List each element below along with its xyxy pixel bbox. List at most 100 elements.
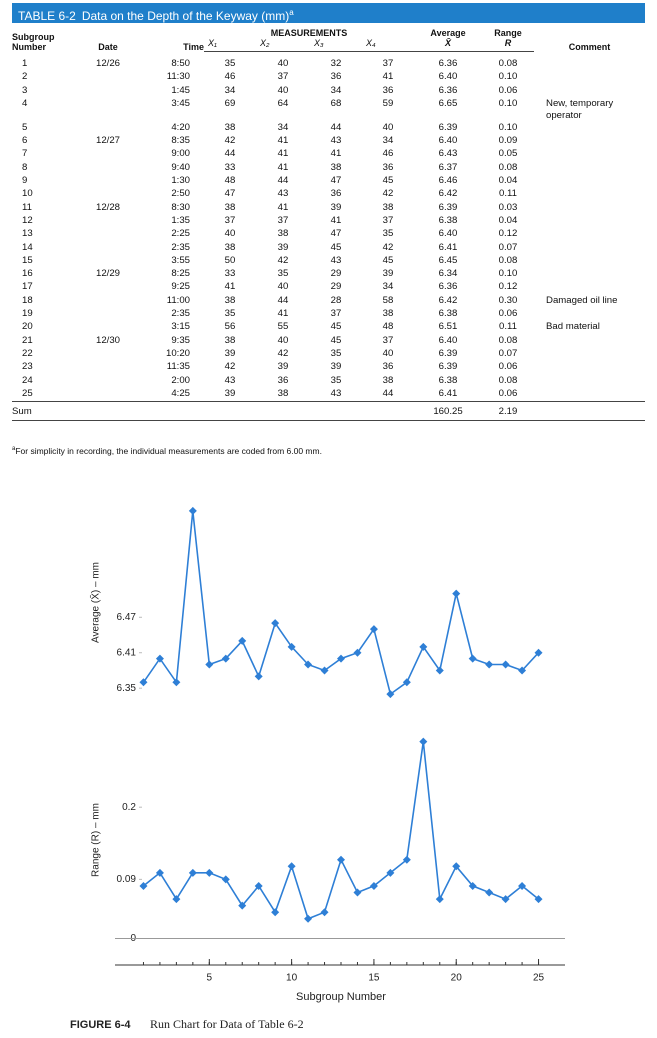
table-cell: 42 <box>382 241 394 253</box>
table-cell: 9:40 <box>171 161 190 173</box>
marker <box>369 625 378 634</box>
marker <box>468 881 477 890</box>
table-cell: 12/29 <box>95 268 120 280</box>
marker <box>172 895 181 904</box>
marker <box>205 868 214 877</box>
table-cell: 44 <box>277 294 289 306</box>
line <box>143 741 540 920</box>
table-cell: 3 <box>22 84 28 96</box>
table-cell: 35 <box>224 58 236 69</box>
table-cell: 0.11 <box>499 321 517 333</box>
header-row: X₁ X₂ X₃ X₄ X̄ R <box>12 38 645 52</box>
table-cell: 32 <box>330 58 342 69</box>
table-cell: 38 <box>224 201 236 213</box>
figure-label: FIGURE 6-4 <box>70 1019 131 1031</box>
table-cell: 17 <box>22 281 33 293</box>
column-header: X₁ <box>204 38 256 52</box>
y-tick-label: 0.09 <box>117 874 137 885</box>
table-cell: 6.37 <box>438 161 458 173</box>
table-row: 5 4:20 38 34 44 40 6.39 0.10 <box>12 122 645 135</box>
table-cell: 37 <box>382 334 394 346</box>
marker <box>337 654 345 663</box>
table-cell: 0.10 <box>498 71 518 83</box>
table-row: 19 2:35 35 41 37 38 6.38 0.06 <box>12 308 645 321</box>
table-cell: 46 <box>382 148 394 160</box>
table-cell: 11:00 <box>166 294 190 306</box>
table-cell: 45 <box>382 175 394 187</box>
table-cell: 6.39 <box>438 201 458 213</box>
table-cell: 11 <box>22 201 32 213</box>
table-cell: 35 <box>330 347 342 359</box>
table-cell: 1:45 <box>171 84 190 96</box>
table-cell: 6.46 <box>438 175 458 187</box>
table-cell: 6.38 <box>438 214 458 226</box>
marker <box>221 654 230 663</box>
table-cell: 0.12 <box>498 281 518 293</box>
table-cell: 12/30 <box>95 334 120 346</box>
table-cell: 25 <box>22 387 33 399</box>
x-tick-label: 5 <box>207 973 213 984</box>
table-cell: 1:30 <box>171 175 190 187</box>
header-row: Subgroup Number Date Time MEASUREMENTS Avera… <box>12 28 645 52</box>
group-header: MEASUREMENTS <box>270 28 348 38</box>
column-header: X₃ <box>310 38 362 52</box>
marker <box>287 862 296 871</box>
column-header: X₂ <box>256 38 310 52</box>
table-cell: 41 <box>224 281 236 293</box>
table-cell: 41 <box>277 308 289 320</box>
column-header: Comment <box>568 41 611 52</box>
marker <box>320 908 329 917</box>
table-row: 2 11:30 46 37 36 41 6.40 0.10 <box>12 71 645 84</box>
marker <box>238 901 247 910</box>
table-cell: 64 <box>277 97 289 109</box>
marker <box>254 672 263 681</box>
table-cell: 38 <box>224 334 236 346</box>
table-cell: 37 <box>224 214 236 226</box>
table-cell: 0.08 <box>498 334 518 346</box>
table-cell: 37 <box>277 214 289 226</box>
table-cell: 34 <box>277 121 289 133</box>
table-cell: 11:35 <box>166 361 190 373</box>
table-cell: 10:20 <box>165 347 190 359</box>
table-cell: 41 <box>330 148 342 160</box>
table-cell: 5 <box>22 121 28 133</box>
table-cell: 0.08 <box>498 254 518 266</box>
table-cell: 0.07 <box>498 241 518 253</box>
marker <box>188 506 197 515</box>
average-symbol: X̄ <box>414 38 483 52</box>
column-header: Time <box>183 41 204 52</box>
table-cell: 44 <box>382 387 394 399</box>
table-cell: 58 <box>382 294 394 306</box>
table-cell: 3:55 <box>171 254 190 266</box>
table-cell: 39 <box>330 361 342 373</box>
table-cell: 0.04 <box>498 175 518 187</box>
table-cell: 0.11 <box>499 188 517 200</box>
column-header: Average <box>430 28 466 38</box>
table-cell: 41 <box>277 135 289 147</box>
table-cell: 6.40 <box>438 135 458 147</box>
table-cell: 36 <box>382 84 394 96</box>
table-cell: 39 <box>224 387 236 399</box>
table-cell: Damaged oil line <box>546 294 618 306</box>
table-cell: 33 <box>224 268 236 280</box>
table-cell: 42 <box>224 361 236 373</box>
marker <box>485 888 494 897</box>
x-tick-label: 10 <box>286 973 298 984</box>
table-cell: 69 <box>224 97 236 109</box>
marker <box>468 654 477 663</box>
table-label: TABLE 6-2 <box>18 9 76 23</box>
marker <box>435 895 444 904</box>
table-cell: 24 <box>22 374 33 386</box>
table-cell: 45 <box>382 254 394 266</box>
marker <box>419 642 428 651</box>
table-cell: 34 <box>224 84 236 96</box>
marker <box>402 678 411 687</box>
table-cell: 8:25 <box>171 268 190 280</box>
table-cell: 38 <box>382 308 394 320</box>
table-cell: 0.08 <box>498 161 518 173</box>
table-cell: 42 <box>277 254 289 266</box>
table-row: 16 12/29 8:25 33 35 29 39 6.34 0.10 <box>12 268 645 281</box>
table-cell: 59 <box>382 97 394 109</box>
table-row: 23 11:35 42 39 39 36 6.39 0.06 <box>12 361 645 374</box>
